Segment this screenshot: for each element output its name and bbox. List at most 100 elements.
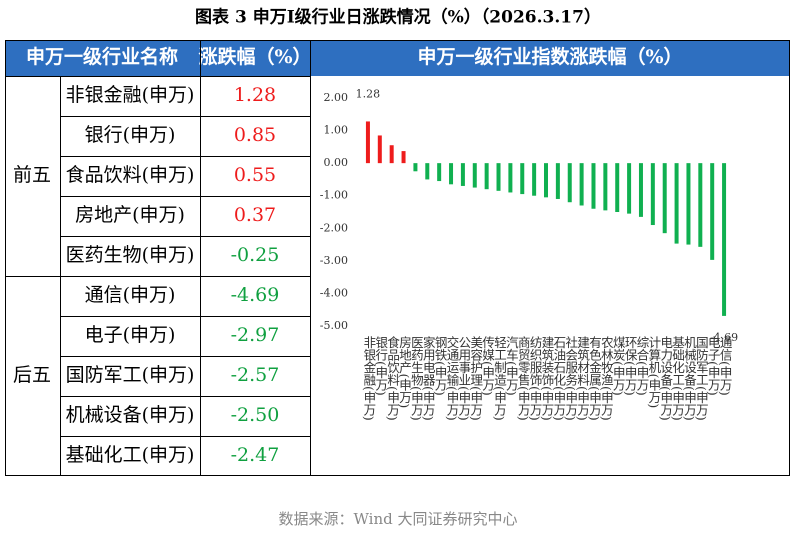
x-tick-label: 传媒(申万): [480, 335, 495, 396]
industry-name: 非银金融(申万): [66, 84, 195, 106]
bar: [437, 163, 442, 182]
industry-name: 基础化工(申万): [66, 444, 195, 466]
change-value: -2.47: [231, 444, 280, 466]
bar: [603, 163, 608, 211]
y-tick-label: -3.00: [320, 254, 348, 267]
bar: [496, 163, 501, 191]
x-tick-label: 电子(申万): [706, 336, 721, 396]
bar: [544, 163, 548, 198]
industry-name: 国防军工(申万): [66, 364, 195, 386]
bar: [662, 163, 667, 234]
x-tick-label: 建筑装饰(申万): [540, 336, 555, 421]
bar: [567, 163, 572, 203]
bar: [686, 163, 691, 245]
x-tick-label: 公用事业(申万): [456, 336, 471, 421]
bar: [365, 121, 370, 164]
bar: [532, 163, 537, 196]
y-tick-label: -1.00: [320, 189, 348, 202]
change-value: 0.85: [234, 124, 276, 146]
y-tick-label: -5.00: [320, 319, 348, 332]
x-tick-label: 基础化工(申万): [670, 336, 685, 421]
source: 数据来源：Wind 大同证券研究中心: [279, 510, 518, 528]
industry-name: 医药生物(申万): [66, 244, 195, 266]
industry-name: 银行(申万): [85, 124, 176, 146]
y-tick-label: -2.00: [320, 221, 348, 234]
x-tick-label: 环保(申万): [623, 336, 638, 396]
bar: [401, 151, 406, 164]
bar: [472, 163, 477, 188]
bar: [615, 163, 620, 212]
x-tick-label: 银行(申万): [373, 336, 388, 396]
bar: [579, 163, 584, 206]
x-tick-label: 建筑材料(申万): [575, 336, 590, 421]
y-tick-label: -4.00: [320, 286, 348, 299]
y-tick-label: 1.00: [324, 124, 349, 137]
bar: [627, 163, 632, 214]
change-value: -4.69: [231, 284, 280, 306]
y-tick-label: 0.00: [324, 156, 349, 169]
change-value: 0.55: [234, 164, 276, 186]
bar: [520, 163, 525, 195]
bar: [449, 163, 454, 185]
change-value: -2.57: [231, 364, 280, 386]
bar: [638, 163, 643, 217]
industry-name: 房地产(申万): [75, 204, 185, 226]
x-tick-label: 食品饮料(申万): [385, 335, 400, 421]
bar: [555, 163, 560, 199]
bar: [698, 163, 703, 247]
x-tick-label: 美容护理(申万): [468, 336, 483, 421]
bar: [425, 163, 430, 180]
bar: [389, 145, 394, 164]
figure-title: 图表 3 申万Ⅰ级行业日涨跌情况（%）（2026.3.17）: [195, 7, 601, 28]
x-tick-label: 计算机(申万): [646, 336, 661, 408]
x-tick-label: 商贸零售(申万): [516, 335, 531, 421]
bar: [591, 163, 596, 209]
bar: [377, 135, 382, 164]
chart-title: 申万一级行业指数涨跌幅（%）: [417, 45, 682, 68]
bar: [413, 163, 418, 172]
x-tick-label: 房地产(申万): [397, 335, 412, 408]
x-tick-label: 纺织服饰(申万): [528, 336, 543, 421]
x-tick-label: 农林牧渔(申万): [599, 336, 614, 421]
change-value: -2.97: [231, 324, 280, 346]
x-tick-label: 汽车(申万): [504, 335, 519, 396]
bar: [650, 163, 655, 226]
change-value: 0.37: [234, 204, 276, 226]
x-tick-label: 通信(申万): [718, 336, 733, 396]
change-value: -0.25: [231, 244, 280, 266]
x-tick-label: 家用电器(申万): [421, 335, 436, 421]
data-label: -4.69: [710, 331, 738, 344]
x-tick-label: 社会服务(申万): [563, 335, 578, 421]
bar: [484, 163, 489, 190]
x-tick-label: 交通运输(申万): [445, 335, 460, 421]
x-tick-label: 煤炭(申万): [611, 336, 626, 396]
bar: [722, 163, 727, 316]
header-bg: [5, 40, 790, 76]
industry-name: 机械设备(申万): [66, 404, 195, 426]
group-label: 后五: [13, 364, 51, 386]
change-value: -2.50: [231, 404, 280, 426]
data-label: 1.28: [356, 87, 381, 100]
change-value: 1.28: [234, 84, 276, 106]
x-tick-label: 有色金属(申万): [587, 336, 602, 421]
bar: [710, 163, 715, 260]
x-tick-label: 国防军工(申万): [694, 336, 709, 421]
x-tick-label: 综合(申万): [634, 336, 649, 396]
y-tick-label: 2.00: [324, 91, 349, 104]
x-tick-label: 电力设备(申万): [658, 336, 673, 421]
header: 涨跌幅（%）: [198, 45, 311, 68]
x-tick-label: 轻工制造(申万): [492, 336, 507, 421]
x-tick-label: 非银金融(申万): [361, 336, 376, 421]
header: 申万一级行业名称: [26, 45, 178, 68]
industry-name: 通信(申万): [85, 284, 176, 306]
group-label: 前五: [13, 164, 51, 186]
industry-name: 食品饮料(申万): [66, 164, 195, 186]
bar: [508, 163, 513, 193]
table-borders: [5, 40, 790, 476]
bar: [460, 163, 465, 186]
x-tick-label: 钢铁(申万): [433, 336, 448, 396]
x-tick-label: 机械设备(申万): [682, 336, 697, 421]
x-tick-label: 石油石化(申万): [551, 336, 566, 421]
